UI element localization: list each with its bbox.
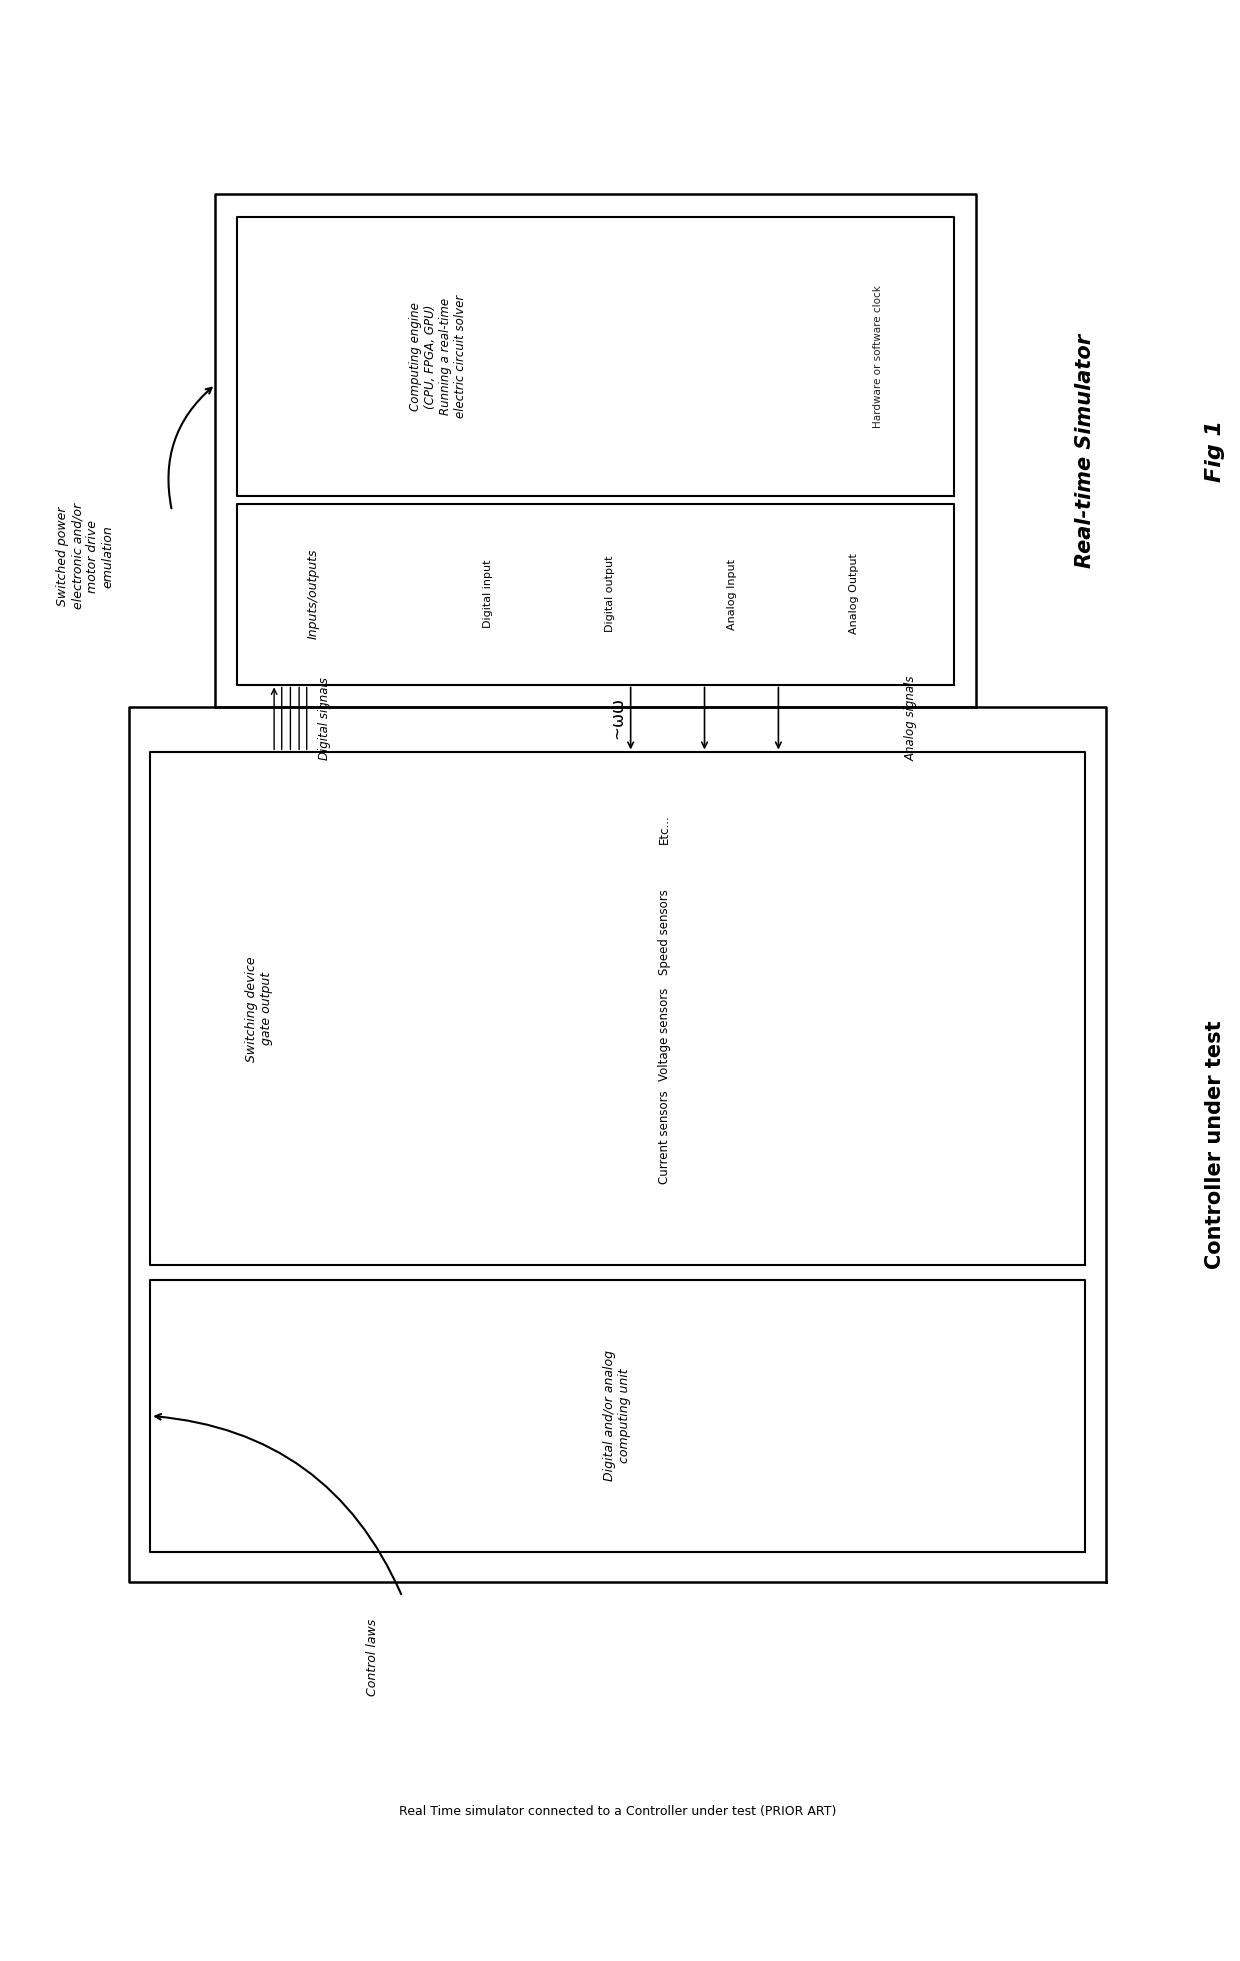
Text: Fig 1: Fig 1 — [1205, 420, 1225, 482]
Text: ~ωω: ~ωω — [609, 698, 626, 739]
Polygon shape — [237, 218, 954, 496]
Text: Real-time Simulator: Real-time Simulator — [1075, 333, 1095, 569]
Text: Controller under test: Controller under test — [1205, 1020, 1225, 1269]
Text: Analog Input: Analog Input — [727, 559, 737, 629]
Text: Control laws: Control laws — [367, 1618, 379, 1696]
Text: Computing engine
(CPU, FPGA, GPU)
Running a real-time
electric circuit solver: Computing engine (CPU, FPGA, GPU) Runnin… — [409, 294, 467, 418]
Text: Real Time simulator connected to a Controller under test (PRIOR ART): Real Time simulator connected to a Contr… — [399, 1806, 836, 1818]
Text: Hardware or software clock: Hardware or software clock — [873, 284, 883, 427]
Text: Digital input: Digital input — [484, 559, 494, 628]
Polygon shape — [216, 194, 976, 708]
Polygon shape — [150, 753, 1085, 1265]
Text: Analog Output: Analog Output — [849, 553, 859, 635]
Text: Switching device
gate output: Switching device gate output — [246, 955, 273, 1061]
Text: Analog signals: Analog signals — [904, 677, 918, 761]
Text: Etc...: Etc... — [657, 814, 671, 843]
Polygon shape — [150, 1281, 1085, 1551]
Text: Inputs/outputs: Inputs/outputs — [306, 549, 320, 639]
Text: Switched power
electronic and/or
motor drive
emulation: Switched power electronic and/or motor d… — [56, 504, 114, 610]
Text: Digital and/or analog
computing unit: Digital and/or analog computing unit — [604, 1351, 631, 1481]
Polygon shape — [237, 504, 954, 684]
Text: Digital signals: Digital signals — [317, 677, 331, 761]
Text: Digital output: Digital output — [605, 555, 615, 631]
Text: Speed sensors: Speed sensors — [657, 888, 671, 975]
Text: Voltage sensors: Voltage sensors — [657, 988, 671, 1081]
Text: Current sensors: Current sensors — [657, 1090, 671, 1184]
Polygon shape — [129, 708, 1106, 1583]
